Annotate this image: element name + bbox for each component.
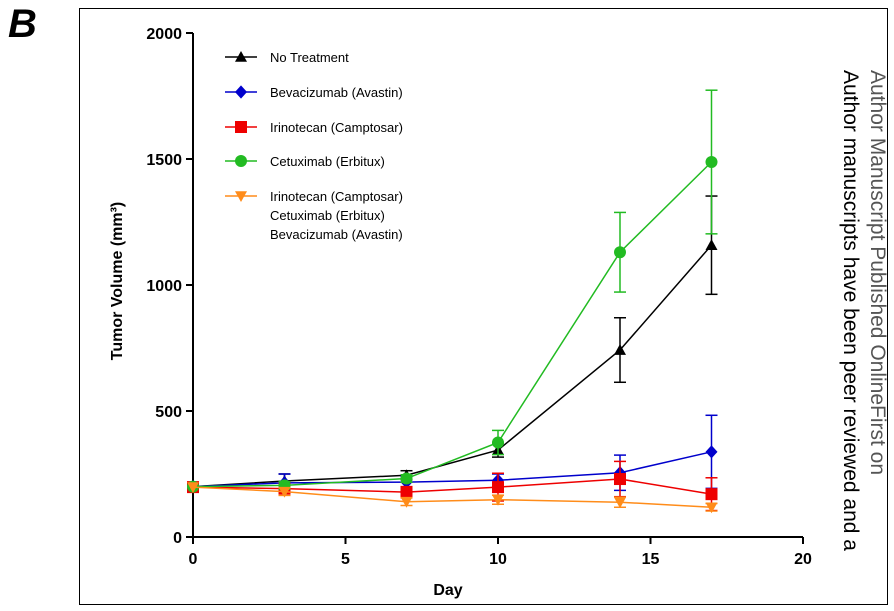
data-point <box>614 497 626 509</box>
data-point <box>235 121 247 133</box>
data-point <box>492 494 504 506</box>
legend-label: Irinotecan (Camptosar) <box>270 120 403 135</box>
watermark-line-1: Author Manuscript Published OnlineFirst … <box>866 70 889 476</box>
data-point <box>235 155 247 167</box>
data-point <box>614 246 626 259</box>
data-point <box>705 502 718 514</box>
legend-label: Cetuximab (Erbitux) <box>270 154 385 169</box>
data-point <box>705 156 718 169</box>
series-4 <box>187 482 718 514</box>
x-tick-label: 10 <box>489 551 507 568</box>
x-tick-label: 0 <box>189 551 198 568</box>
y-tick-label: 2000 <box>146 26 182 43</box>
series-line <box>192 244 713 488</box>
legend: No Treatment Bevacizumab (Avastin) Irinote… <box>225 50 403 242</box>
watermark: Author Manuscript Published OnlineFirst … <box>837 70 894 610</box>
legend-label: Cetuximab (Erbitux) <box>270 208 385 223</box>
x-tick-label: 20 <box>794 551 812 568</box>
legend-label: Bevacizumab (Avastin) <box>270 227 403 242</box>
data-point <box>400 486 413 499</box>
series-line <box>192 161 713 488</box>
data-point <box>400 472 413 485</box>
x-tick-label: 5 <box>341 551 350 568</box>
legend-label: No Treatment <box>270 50 349 65</box>
y-tick-label: 0 <box>173 530 182 547</box>
watermark-line-2: Author manuscripts have been peer review… <box>839 70 862 551</box>
data-point <box>705 488 718 501</box>
data-point <box>400 496 413 508</box>
data-point <box>278 486 291 498</box>
series-line <box>192 451 712 488</box>
data-point <box>235 85 247 99</box>
series-line <box>192 478 712 495</box>
data-point <box>705 239 718 250</box>
data-point <box>187 482 199 494</box>
y-tick-label: 1500 <box>146 152 182 169</box>
legend-label: Bevacizumab (Avastin) <box>270 85 403 100</box>
data-point <box>614 473 626 486</box>
panel-label: B <box>8 2 37 46</box>
data-point <box>705 445 718 459</box>
series-3 <box>187 89 718 493</box>
x-axis-label: Day <box>433 582 462 599</box>
data-point <box>235 191 247 202</box>
data-point <box>614 344 626 355</box>
x-tick-label: 15 <box>642 551 660 568</box>
data-point <box>492 436 504 449</box>
data-point <box>492 481 504 494</box>
data-point <box>235 51 247 62</box>
y-tick-label: 1000 <box>146 278 182 295</box>
figure-frame <box>79 8 888 605</box>
series-0 <box>187 195 718 492</box>
legend-label: Irinotecan (Camptosar) <box>270 189 403 204</box>
series-line <box>192 486 712 509</box>
y-tick-label: 500 <box>155 404 182 421</box>
y-axis-label: Tumor Volume (mm³) <box>109 202 126 361</box>
